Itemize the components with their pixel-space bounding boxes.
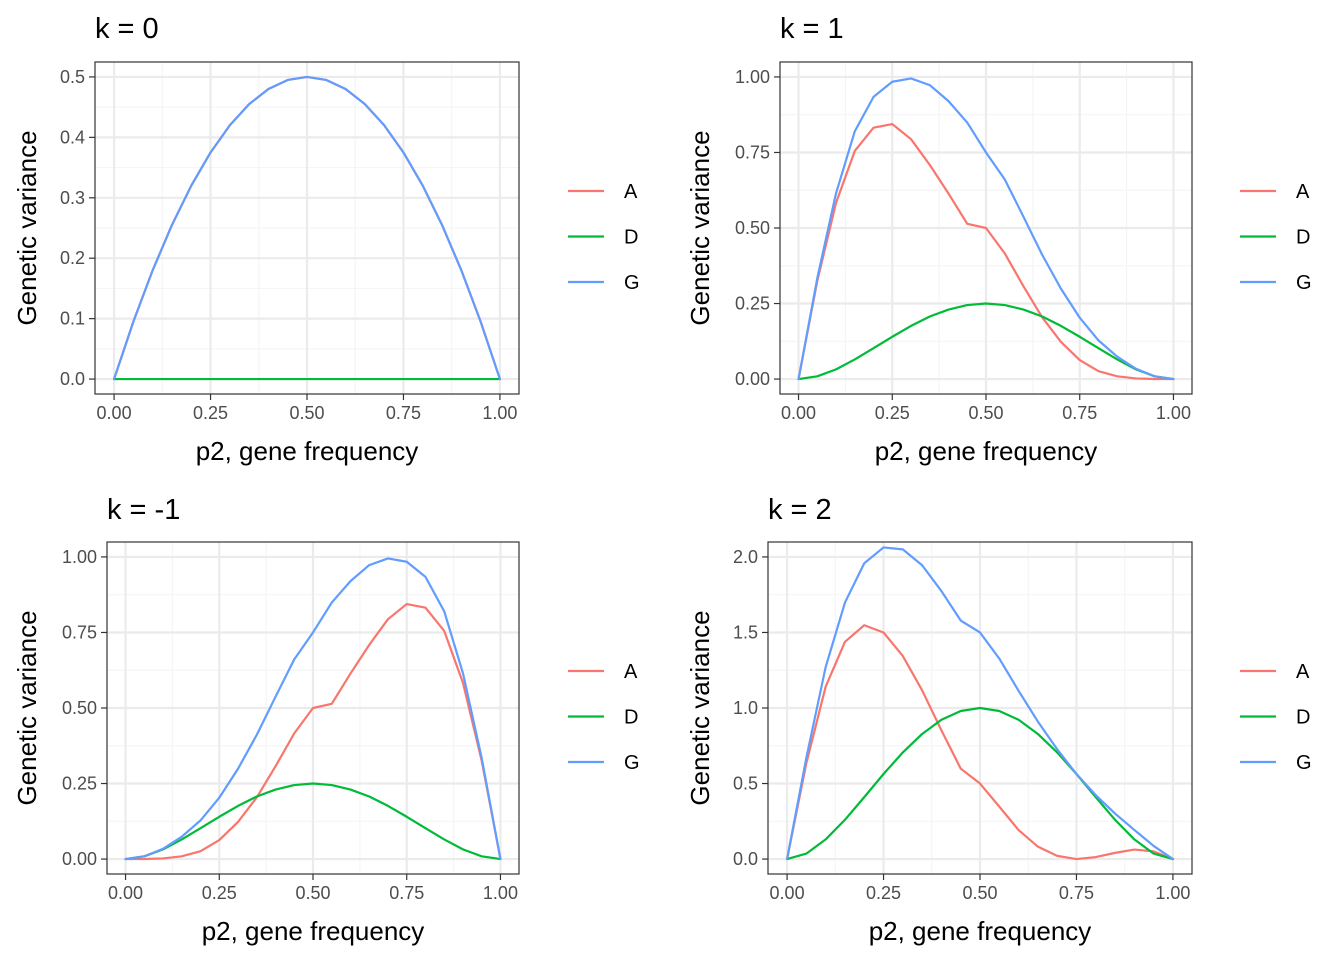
- x-tick-label: 0.25: [875, 403, 910, 423]
- chart-panel-2: 0.00 0.25 0.50 0.75 1.00 0.00 0.25 0.50 0.75 1.00…: [12, 494, 640, 946]
- y-tick-label: 1.5: [733, 622, 758, 642]
- legend-label-A: A: [1296, 181, 1310, 203]
- x-tick-label: 0.50: [968, 403, 1003, 423]
- x-tick-label: 1.00: [482, 403, 517, 423]
- y-tick-label: 0.25: [735, 294, 770, 314]
- y-tick-label: 0.25: [62, 774, 97, 794]
- series-line-G: [112, 75, 502, 381]
- y-tick-label: 0.00: [62, 849, 97, 869]
- y-tick-label: 0.75: [62, 622, 97, 642]
- legend-label-A: A: [624, 181, 638, 203]
- y-axis-label: Genetic variance: [685, 610, 715, 805]
- series-line-D: [797, 302, 1175, 381]
- y-axis-label: Genetic variance: [685, 130, 715, 325]
- y-tick-label: 1.00: [62, 547, 97, 567]
- legend: A D G: [568, 181, 640, 294]
- x-tick-label: 1.00: [1155, 883, 1190, 903]
- x-tick-label: 0.75: [386, 403, 421, 423]
- y-axis-label: Genetic variance: [12, 130, 42, 325]
- legend-label-G: G: [1296, 272, 1312, 294]
- series-line-A: [785, 624, 1175, 861]
- y-tick-label: 0.3: [60, 188, 85, 208]
- x-axis-label: p2, gene frequency: [196, 436, 419, 466]
- y-tick-label: 1.0: [733, 698, 758, 718]
- legend-label-D: D: [624, 227, 638, 249]
- y-tick-label: 2.0: [733, 547, 758, 567]
- x-tick-label: 1.00: [483, 883, 518, 903]
- legend: A D G: [1240, 661, 1312, 774]
- legend-label-D: D: [1296, 227, 1310, 249]
- y-tick-label: 0.5: [60, 67, 85, 87]
- chart-panel-1: 0.00 0.25 0.50 0.75 1.00 0.00 0.25 0.50 0.75 1.00…: [685, 13, 1312, 466]
- series-line-G: [785, 546, 1175, 861]
- x-axis-label: p2, gene frequency: [869, 916, 1092, 946]
- panel-title: k = -1: [107, 494, 180, 526]
- legend-label-A: A: [1296, 661, 1310, 683]
- y-tick-label: 0.1: [60, 309, 85, 329]
- series-line-D: [785, 706, 1175, 861]
- x-axis-label: p2, gene frequency: [875, 436, 1098, 466]
- series-line-A: [797, 122, 1175, 381]
- x-tick-label: 0.25: [193, 403, 228, 423]
- panel-title: k = 2: [768, 494, 832, 526]
- series-line-D: [124, 782, 502, 861]
- x-tick-label: 0.25: [202, 883, 237, 903]
- panel-title: k = 0: [95, 13, 159, 45]
- series-line-G: [124, 557, 502, 861]
- legend-label-G: G: [624, 272, 640, 294]
- y-tick-label: 0.2: [60, 248, 85, 268]
- series-line-A: [124, 602, 502, 861]
- legend: A D G: [1240, 181, 1312, 294]
- x-tick-label: 0.50: [962, 883, 997, 903]
- legend-label-G: G: [1296, 752, 1312, 774]
- x-tick-label: 0.00: [108, 883, 143, 903]
- x-tick-label: 0.25: [866, 883, 901, 903]
- y-tick-label: 0.5: [733, 774, 758, 794]
- x-tick-label: 0.75: [1059, 883, 1094, 903]
- x-tick-label: 0.75: [389, 883, 424, 903]
- x-tick-label: 0.75: [1062, 403, 1097, 423]
- y-axis-label: Genetic variance: [12, 610, 42, 805]
- legend-label-D: D: [624, 707, 638, 729]
- y-tick-label: 0.0: [60, 369, 85, 389]
- x-tick-label: 0.00: [97, 403, 132, 423]
- series-line-G: [797, 77, 1175, 381]
- y-tick-label: 0.00: [735, 369, 770, 389]
- legend-label-A: A: [624, 661, 638, 683]
- legend-label-D: D: [1296, 707, 1310, 729]
- y-tick-label: 1.00: [735, 67, 770, 87]
- y-tick-label: 0.0: [733, 849, 758, 869]
- x-tick-label: 0.00: [770, 883, 805, 903]
- x-tick-label: 0.50: [289, 403, 324, 423]
- x-tick-label: 1.00: [1156, 403, 1191, 423]
- chart-panel-0: 0.00 0.25 0.50 0.75 1.00 0.0 0.1 0.2 0.3 0.4 0.5 k …: [12, 13, 640, 466]
- x-axis-label: p2, gene frequency: [202, 916, 425, 946]
- y-tick-label: 0.4: [60, 127, 85, 147]
- legend: A D G: [568, 661, 640, 774]
- y-tick-label: 0.75: [735, 142, 770, 162]
- panel-title: k = 1: [780, 13, 844, 45]
- x-tick-label: 0.00: [781, 403, 816, 423]
- y-tick-label: 0.50: [735, 218, 770, 238]
- chart-panel-3: 0.00 0.25 0.50 0.75 1.00 0.0 0.5 1.0 1.5 2.0 k = 2…: [685, 494, 1312, 946]
- x-tick-label: 0.50: [295, 883, 330, 903]
- y-tick-label: 0.50: [62, 698, 97, 718]
- legend-label-G: G: [624, 752, 640, 774]
